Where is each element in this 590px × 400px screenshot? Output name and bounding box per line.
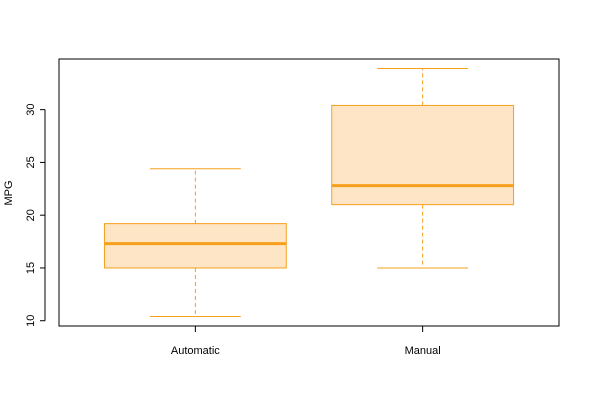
boxes: [103, 67, 515, 318]
y-tick-label: 25: [25, 156, 37, 168]
iqr-box: [103, 223, 287, 269]
y-axis-title: MPG: [3, 180, 15, 205]
x-axis: Automatic Manual: [171, 326, 441, 357]
x-tick-label: Manual: [405, 345, 441, 357]
y-tick-label: 15: [25, 262, 37, 274]
plot-frame: [58, 58, 560, 327]
iqr-box: [331, 104, 515, 206]
y-tick-label: 30: [25, 104, 37, 116]
y-tick-label: 10: [25, 315, 37, 327]
x-tick-label: Automatic: [171, 345, 220, 357]
y-tick-label: 20: [25, 209, 37, 221]
y-axis: 10 15 20 25 30: [25, 104, 46, 327]
